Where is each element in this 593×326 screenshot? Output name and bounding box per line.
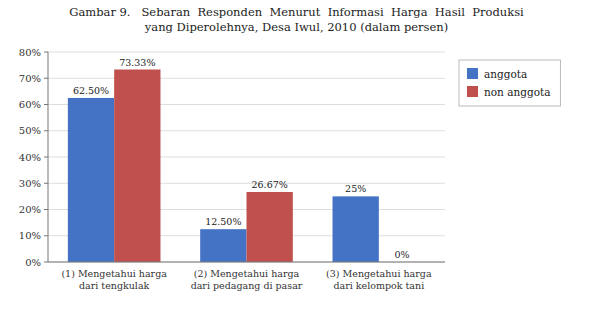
chart: Gambar 9. Sebaran Responden Menurut Info… [0,0,593,326]
tick-mark [44,52,48,53]
data-labels: 62.50% 12.50% 25% 73.33% 26.67% 0% [73,57,410,260]
x-axis: (1) Mengetahui hargadari tengkulak (2) Me… [61,268,431,291]
category-label: (3) Mengetahui hargadari kelompok tani [326,268,432,291]
category-label: (2) Mengetahui hargadari pedagang di pas… [191,268,303,291]
y-axis-line [48,52,49,262]
tick-label: 20% [19,204,41,215]
legend-swatch [467,86,478,97]
x-axis-line [48,262,445,263]
category-label: (1) Mengetahui hargadari tengkulak [61,268,167,291]
tick-label: 80% [19,47,41,58]
tick-label: 40% [19,152,41,163]
data-label: 0% [394,249,409,260]
tick-label: 0% [25,257,41,268]
bar [247,192,293,262]
tick-label: 60% [19,99,41,110]
tick-mark [44,157,48,158]
data-label: 12.50% [205,216,241,227]
data-label: 62.50% [73,85,109,96]
bars [68,70,379,262]
tick-mark [44,130,48,131]
tick-mark [44,183,48,184]
legend-label: non anggota [484,86,550,98]
grid-line [48,78,445,79]
legend-frame [459,60,560,106]
tick-mark [44,209,48,210]
legend-label: anggota [484,68,527,80]
data-label: 25% [345,183,366,194]
legend-swatch [467,68,478,79]
legend: anggota non anggota [459,60,560,106]
tick-mark [44,104,48,105]
data-label: 26.67% [252,179,288,190]
bar [68,98,114,262]
y-axis: 0% 10% 20% 30% 40% 50% 60% 70% 80% [19,47,445,268]
bar [114,70,160,262]
tick-label: 50% [19,125,41,136]
grid-line [48,262,445,263]
tick-mark [44,78,48,79]
bar [333,196,379,262]
tick-label: 10% [19,230,41,241]
subtitle: yang Diperolehnya, Desa Iwul, 2010 (dala… [144,20,448,34]
title: Gambar 9. Sebaran Responden Menurut Info… [69,5,524,19]
tick-label: 70% [19,73,41,84]
bar [200,229,246,262]
tick-label: 30% [19,178,41,189]
tick-mark [44,262,48,263]
data-label: 73.33% [119,57,155,68]
grid-line [48,52,445,53]
tick-mark [44,235,48,236]
